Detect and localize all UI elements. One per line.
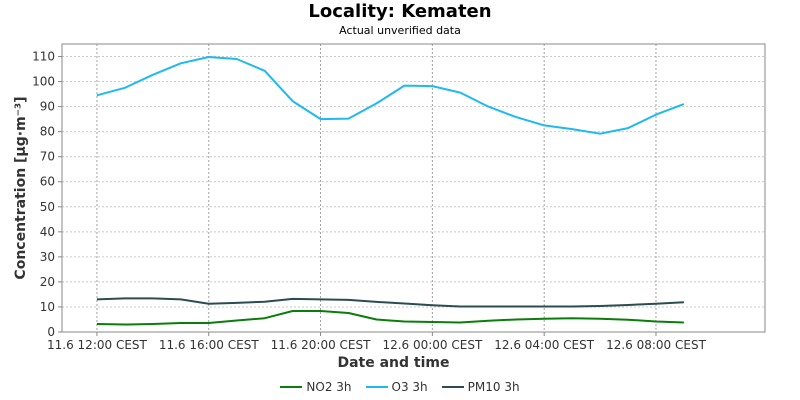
x-tick-label: 12.6 08:00 CEST — [606, 338, 707, 352]
y-tick-label: 30 — [40, 250, 55, 264]
x-tick-label: 12.6 04:00 CEST — [494, 338, 595, 352]
legend-label: O3 3h — [391, 380, 428, 394]
y-tick-label: 20 — [40, 275, 55, 289]
y-tick-label: 90 — [40, 100, 55, 114]
series-line-pm10-3h — [96, 297, 684, 308]
y-tick-label: 0 — [47, 325, 55, 339]
legend-swatch — [280, 386, 303, 388]
y-tick-label: 40 — [40, 225, 55, 239]
y-tick-label: 100 — [32, 75, 55, 89]
x-tick-label: 12.6 00:00 CEST — [382, 338, 483, 352]
x-tick-label: 11.6 16:00 CEST — [159, 338, 260, 352]
series-line-no2-3h — [96, 310, 684, 326]
legend-label: PM10 3h — [467, 380, 520, 394]
y-tick-label: 80 — [40, 125, 55, 139]
y-tick-label: 110 — [32, 50, 55, 64]
legend: NO2 3h O3 3h PM10 3h — [0, 380, 800, 394]
x-tick-label: 11.6 12:00 CEST — [47, 338, 148, 352]
chart-title: Locality: Kematen — [308, 1, 492, 22]
x-tick-label: 11.6 20:00 CEST — [271, 338, 372, 352]
x-axis-title: Date and time — [337, 355, 449, 371]
y-tick-label: 10 — [40, 300, 55, 314]
legend-item: O3 3h — [365, 380, 428, 394]
y-tick-label: 70 — [40, 150, 55, 164]
series-line-o3-3h — [96, 56, 685, 135]
legend-item: NO2 3h — [280, 380, 352, 394]
plot-border — [61, 43, 766, 333]
y-tick-label: 60 — [40, 175, 55, 189]
chart-subtitle: Actual unverified data — [339, 24, 461, 37]
legend-swatch — [441, 386, 464, 388]
legend-label: NO2 3h — [306, 380, 352, 394]
y-axis-title: Concentration [µg·m⁻³] — [13, 96, 29, 279]
plot-area — [62, 44, 765, 332]
y-tick-label: 50 — [40, 200, 55, 214]
legend-swatch — [365, 386, 388, 388]
legend-item: PM10 3h — [441, 380, 520, 394]
